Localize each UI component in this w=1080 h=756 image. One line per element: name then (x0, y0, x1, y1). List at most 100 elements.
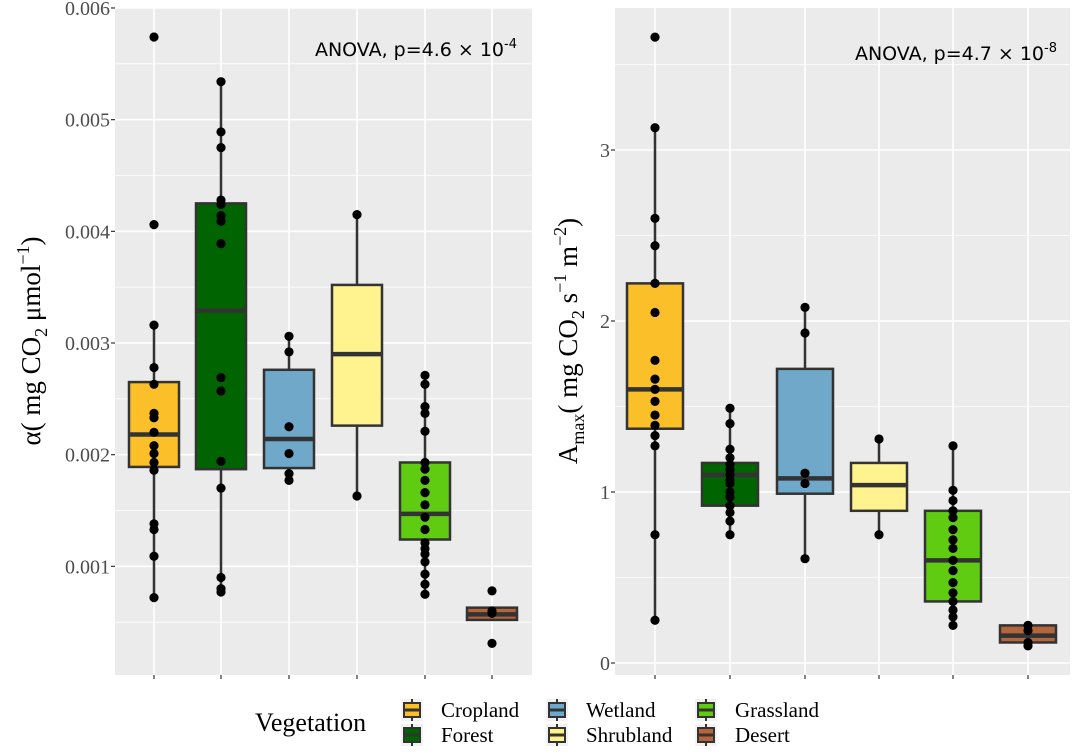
data-point (149, 362, 159, 373)
data-point (948, 485, 958, 495)
y-tick-label: 0.005 (65, 110, 110, 132)
data-point (800, 302, 810, 312)
y-tick-label: 1 (600, 482, 610, 504)
data-point (420, 512, 430, 522)
data-point (149, 413, 159, 423)
data-point (284, 331, 294, 341)
data-point (216, 127, 226, 137)
data-point (352, 209, 362, 220)
y-tick-label: 2 (600, 311, 610, 333)
box-cropland (625, 32, 685, 625)
y-tick-label: 0.006 (65, 0, 110, 20)
box-grassland (923, 441, 983, 630)
data-point (948, 605, 958, 615)
data-point (149, 220, 159, 230)
data-point (650, 213, 660, 223)
data-point (284, 422, 294, 432)
data-point (800, 554, 810, 564)
data-point (650, 441, 660, 451)
box-body (194, 202, 248, 471)
data-point (725, 507, 735, 518)
data-point (420, 488, 430, 498)
data-point (948, 495, 958, 506)
data-point (216, 587, 226, 597)
data-point (725, 516, 735, 526)
data-point (149, 457, 159, 468)
data-point (948, 566, 958, 576)
data-point (216, 199, 226, 210)
data-point (420, 475, 430, 485)
data-point (216, 216, 226, 226)
legend-item-grassland: Grassland (695, 698, 819, 722)
data-point (216, 456, 226, 466)
data-point (284, 475, 294, 485)
data-point (948, 578, 958, 588)
data-point (650, 396, 660, 406)
data-point (948, 513, 958, 523)
alpha-y-axis-title: α( mg CO2 μmol−1) (13, 236, 51, 445)
data-point (149, 379, 159, 389)
data-point (948, 506, 958, 516)
data-point (420, 370, 430, 380)
box-forest (700, 403, 760, 540)
data-point (650, 241, 660, 251)
data-point (420, 557, 430, 567)
data-point (149, 32, 159, 42)
y-tick-label: 0.002 (65, 445, 110, 467)
data-point (650, 410, 660, 420)
box-wetland (775, 302, 835, 564)
data-point (948, 441, 958, 451)
data-point (420, 579, 430, 589)
data-point (650, 123, 660, 133)
data-point (420, 569, 430, 579)
legend-item-cropland: Cropland (401, 698, 520, 722)
y-tick-label: 0.003 (65, 333, 110, 355)
data-point (216, 373, 226, 383)
data-point (149, 551, 159, 561)
data-point (948, 543, 958, 554)
data-point (420, 549, 430, 559)
box-cropland (127, 32, 181, 603)
data-point (420, 457, 430, 468)
amax-y-ticks: 0 1 2 3 (600, 140, 1029, 679)
data-point (149, 465, 159, 475)
data-point (650, 530, 660, 540)
data-point (650, 278, 660, 288)
data-point (216, 239, 226, 249)
legend-label: Shrubland (586, 723, 673, 747)
data-point (216, 386, 226, 396)
legend-label: Forest (441, 723, 494, 747)
data-point (725, 419, 735, 429)
data-point (420, 464, 430, 474)
alpha-boxes (127, 32, 519, 648)
data-point (420, 500, 430, 510)
data-point (650, 615, 660, 625)
data-point (420, 589, 430, 599)
data-point (650, 420, 660, 430)
alpha-anova-annotation: ANOVA, p=4.6 × 10-4 (315, 37, 517, 61)
data-point (948, 620, 958, 630)
data-point (800, 328, 810, 338)
data-point (874, 530, 884, 540)
data-point (948, 555, 958, 566)
alpha-panel-background (115, 8, 532, 675)
y-tick-label: 0.004 (65, 221, 110, 243)
data-point (725, 403, 735, 413)
data-point (874, 434, 884, 444)
legend-label: Cropland (441, 698, 520, 722)
data-point (420, 402, 430, 412)
y-tick-label: 0.001 (65, 556, 110, 578)
legend-item-forest: Forest (401, 723, 494, 747)
data-point (650, 355, 660, 365)
data-point (487, 586, 497, 596)
legend-label: Desert (735, 723, 790, 747)
data-point (149, 448, 159, 459)
legend-label: Grassland (735, 698, 819, 722)
y-tick-label: 3 (600, 140, 610, 162)
data-point (487, 608, 497, 618)
amax-panel: 0 1 2 3 ANOVA, p=4.7 × 10-8 Amax( mg CO2 s−… (550, 8, 1070, 679)
data-point (800, 468, 810, 478)
